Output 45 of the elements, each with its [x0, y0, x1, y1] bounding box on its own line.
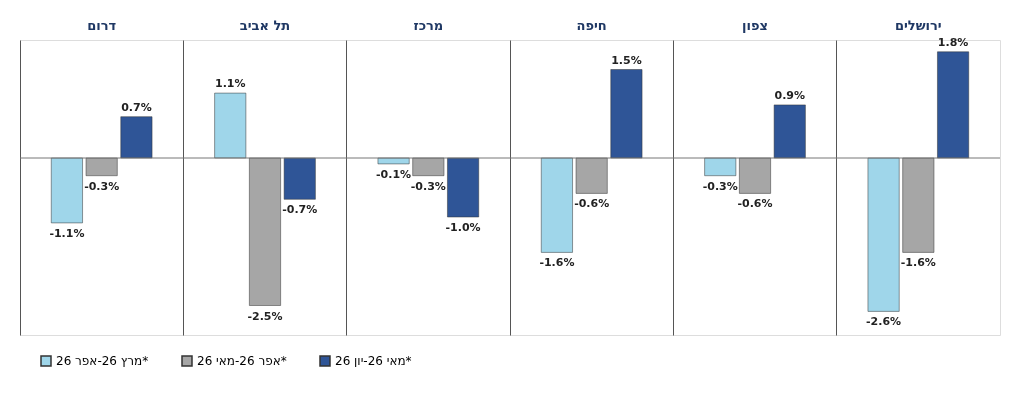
data-label: -0.1%	[376, 167, 412, 181]
bar	[773, 104, 806, 159]
data-label: -0.6%	[737, 197, 773, 211]
bar	[704, 157, 737, 176]
bar	[120, 116, 153, 159]
x-tick-label: דרום	[87, 17, 117, 33]
data-label: 1.1%	[214, 77, 246, 91]
data-label: 0.7%	[121, 100, 152, 114]
bar	[541, 157, 573, 253]
bar	[51, 157, 83, 224]
bar	[902, 157, 935, 253]
data-label: -1.6%	[539, 256, 575, 270]
data-label: 1.5%	[611, 53, 642, 67]
bar	[85, 157, 118, 176]
data-label: -1.1%	[49, 226, 85, 240]
data-label: -0.3%	[84, 179, 120, 193]
data-label: -1.0%	[445, 221, 481, 234]
x-tick-label: צפון	[742, 17, 768, 33]
legend-label: אפר 26-מאי 26*	[197, 354, 287, 368]
bar	[739, 157, 771, 194]
bar	[575, 157, 608, 194]
data-label: -2.6%	[866, 315, 902, 329]
legend-label: מאי 26-יון 26*	[335, 354, 412, 368]
x-tick-label: מרכז	[413, 17, 444, 33]
bar	[214, 92, 247, 159]
data-label: 1.8%	[937, 35, 969, 49]
bar	[937, 51, 969, 159]
data-label: -0.7%	[282, 203, 318, 217]
bar	[412, 157, 445, 176]
x-tick-label: ירושלים	[894, 17, 942, 33]
data-label: -0.3%	[702, 179, 738, 193]
bar	[283, 157, 316, 200]
data-label: -1.6%	[900, 256, 936, 270]
x-tick-label: חיפה	[576, 17, 607, 33]
data-label: -0.3%	[410, 179, 446, 193]
legend-label: מרץ 26-אפר 26*	[56, 354, 149, 368]
bar	[610, 69, 643, 159]
bar	[867, 157, 900, 312]
data-label: 0.9%	[774, 88, 806, 102]
data-label: -0.6%	[574, 197, 610, 211]
x-tick-label: תל אביב	[239, 17, 291, 33]
data-label: -2.5%	[247, 309, 283, 323]
bar	[377, 157, 410, 165]
bar	[249, 157, 281, 306]
bar	[447, 157, 479, 218]
